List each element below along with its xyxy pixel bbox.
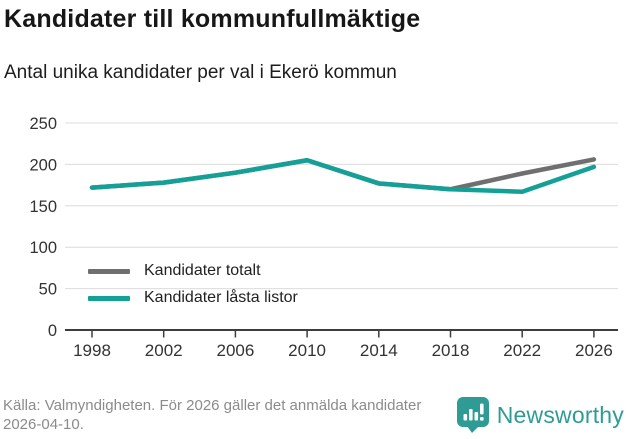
legend-item-lasta-listor: Kandidater låsta listor xyxy=(88,288,298,308)
y-axis-tick-label: 200 xyxy=(29,156,57,174)
y-axis-tick-label: 0 xyxy=(48,322,57,340)
x-axis-tick-label: 2022 xyxy=(503,341,541,360)
x-axis-tick-label: 2010 xyxy=(288,341,326,360)
x-axis-tick-label: 2026 xyxy=(575,341,613,360)
x-axis-tick-label: 2018 xyxy=(432,341,470,360)
newsworthy-logo: Newsworthy xyxy=(456,397,624,433)
legend-label: Kandidater låsta listor xyxy=(144,289,298,306)
series-line-kandidater-l-sta-listor xyxy=(89,158,597,194)
legend-swatch-gray-line xyxy=(88,268,130,274)
legend-swatch-teal-line xyxy=(88,295,130,301)
y-axis-tick-label: 50 xyxy=(39,281,57,299)
x-axis-tick-label: 2002 xyxy=(145,341,183,360)
chart-legend: Kandidater totalt Kandidater låsta listo… xyxy=(88,261,298,308)
newsworthy-bubble-chart-icon xyxy=(456,397,489,433)
x-axis-tick-label: 2006 xyxy=(216,341,254,360)
y-axis-tick-label: 250 xyxy=(29,115,57,133)
x-axis-tick-label: 1998 xyxy=(73,341,111,360)
source-note: Källa: Valmyndigheten. För 2026 gäller d… xyxy=(3,397,422,433)
legend-label: Kandidater totalt xyxy=(144,262,261,279)
x-axis-tick-label: 2014 xyxy=(360,341,398,360)
newsworthy-wordmark: Newsworthy xyxy=(496,401,624,428)
y-axis-tick-label: 150 xyxy=(29,198,57,216)
chart-title: Kandidater till kommunfullmäktige xyxy=(4,5,421,33)
legend-item-totalt: Kandidater totalt xyxy=(88,261,298,281)
y-axis-tick-label: 100 xyxy=(29,239,57,257)
chart-subtitle: Antal unika kandidater per val i Ekerö k… xyxy=(4,62,397,83)
